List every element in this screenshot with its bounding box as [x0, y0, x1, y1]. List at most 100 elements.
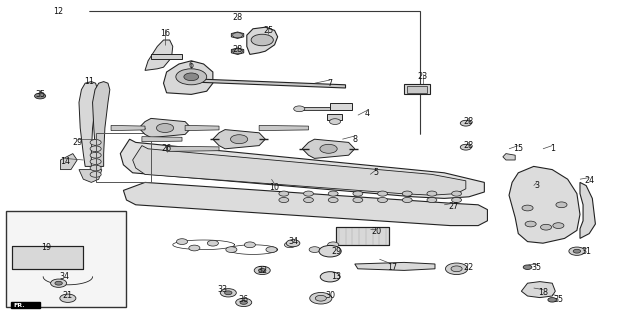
Circle shape — [266, 247, 277, 252]
Text: 28: 28 — [233, 45, 242, 54]
Polygon shape — [580, 182, 595, 238]
Text: 22: 22 — [464, 263, 474, 272]
Circle shape — [353, 191, 363, 196]
Circle shape — [556, 202, 567, 208]
Circle shape — [90, 152, 101, 158]
Circle shape — [319, 245, 341, 257]
Text: 30: 30 — [325, 292, 335, 300]
Polygon shape — [521, 282, 555, 298]
Circle shape — [226, 247, 237, 252]
Circle shape — [329, 119, 341, 124]
Text: 32: 32 — [257, 266, 267, 275]
Circle shape — [55, 281, 62, 285]
Polygon shape — [182, 78, 346, 88]
Circle shape — [184, 73, 199, 81]
Circle shape — [548, 298, 557, 302]
Circle shape — [51, 279, 67, 287]
Circle shape — [328, 191, 338, 196]
Text: 19: 19 — [41, 244, 51, 252]
Polygon shape — [120, 139, 484, 198]
Text: 16: 16 — [160, 29, 170, 38]
Circle shape — [309, 247, 320, 252]
Circle shape — [279, 197, 289, 203]
Polygon shape — [185, 125, 219, 131]
Polygon shape — [299, 107, 330, 110]
Text: 33: 33 — [217, 285, 227, 294]
Text: 14: 14 — [60, 157, 70, 166]
Text: 28: 28 — [464, 141, 474, 150]
Polygon shape — [133, 146, 466, 195]
Polygon shape — [355, 262, 435, 270]
Text: 13: 13 — [331, 272, 341, 281]
Text: 31: 31 — [581, 247, 591, 256]
Circle shape — [452, 197, 462, 203]
Circle shape — [279, 191, 289, 196]
Text: 29: 29 — [331, 247, 341, 256]
Text: FR.: FR. — [14, 303, 25, 308]
Text: 20: 20 — [371, 228, 381, 236]
Text: 26: 26 — [162, 144, 172, 153]
Polygon shape — [79, 82, 97, 166]
Circle shape — [452, 191, 462, 196]
Circle shape — [427, 197, 437, 203]
Polygon shape — [93, 82, 110, 166]
Circle shape — [259, 268, 266, 272]
Circle shape — [328, 242, 339, 248]
Polygon shape — [164, 61, 213, 94]
Polygon shape — [259, 125, 308, 131]
Polygon shape — [509, 166, 580, 243]
Circle shape — [402, 197, 412, 203]
Text: 10: 10 — [270, 183, 280, 192]
Circle shape — [304, 191, 313, 196]
Circle shape — [90, 165, 101, 171]
Polygon shape — [231, 48, 244, 54]
Circle shape — [176, 69, 207, 85]
Bar — [407, 86, 427, 93]
Circle shape — [573, 249, 581, 253]
Polygon shape — [79, 170, 102, 182]
Circle shape — [207, 240, 218, 246]
Circle shape — [553, 223, 564, 228]
Polygon shape — [213, 130, 265, 149]
Text: 6: 6 — [189, 61, 194, 70]
Circle shape — [523, 265, 532, 269]
Circle shape — [328, 197, 338, 203]
Circle shape — [445, 263, 468, 275]
Circle shape — [294, 106, 305, 112]
Circle shape — [254, 266, 270, 275]
Text: 28: 28 — [233, 13, 242, 22]
Circle shape — [60, 294, 76, 302]
Text: 27: 27 — [449, 202, 458, 211]
Circle shape — [525, 221, 536, 227]
Text: 28: 28 — [464, 117, 474, 126]
Text: 1: 1 — [550, 144, 555, 153]
Circle shape — [236, 298, 252, 307]
Circle shape — [240, 300, 247, 304]
Text: 5: 5 — [374, 168, 379, 177]
Polygon shape — [231, 32, 244, 38]
Text: 17: 17 — [387, 263, 397, 272]
Circle shape — [90, 146, 101, 152]
Text: 24: 24 — [584, 176, 594, 185]
Text: 35: 35 — [35, 90, 45, 99]
Bar — [12, 246, 83, 269]
Circle shape — [225, 291, 232, 295]
Text: 7: 7 — [328, 79, 333, 88]
Text: 12: 12 — [54, 7, 64, 16]
Bar — [336, 227, 389, 245]
Circle shape — [460, 144, 471, 150]
Circle shape — [378, 197, 387, 203]
Circle shape — [176, 239, 188, 244]
Text: 4: 4 — [365, 109, 370, 118]
Circle shape — [35, 93, 46, 99]
Circle shape — [230, 135, 247, 144]
Circle shape — [378, 191, 387, 196]
Text: 3: 3 — [534, 181, 539, 190]
Circle shape — [251, 34, 273, 46]
Polygon shape — [11, 302, 40, 308]
Polygon shape — [302, 139, 355, 158]
Circle shape — [286, 240, 300, 247]
Bar — [96, 133, 151, 182]
Circle shape — [244, 242, 255, 248]
Circle shape — [220, 289, 236, 297]
